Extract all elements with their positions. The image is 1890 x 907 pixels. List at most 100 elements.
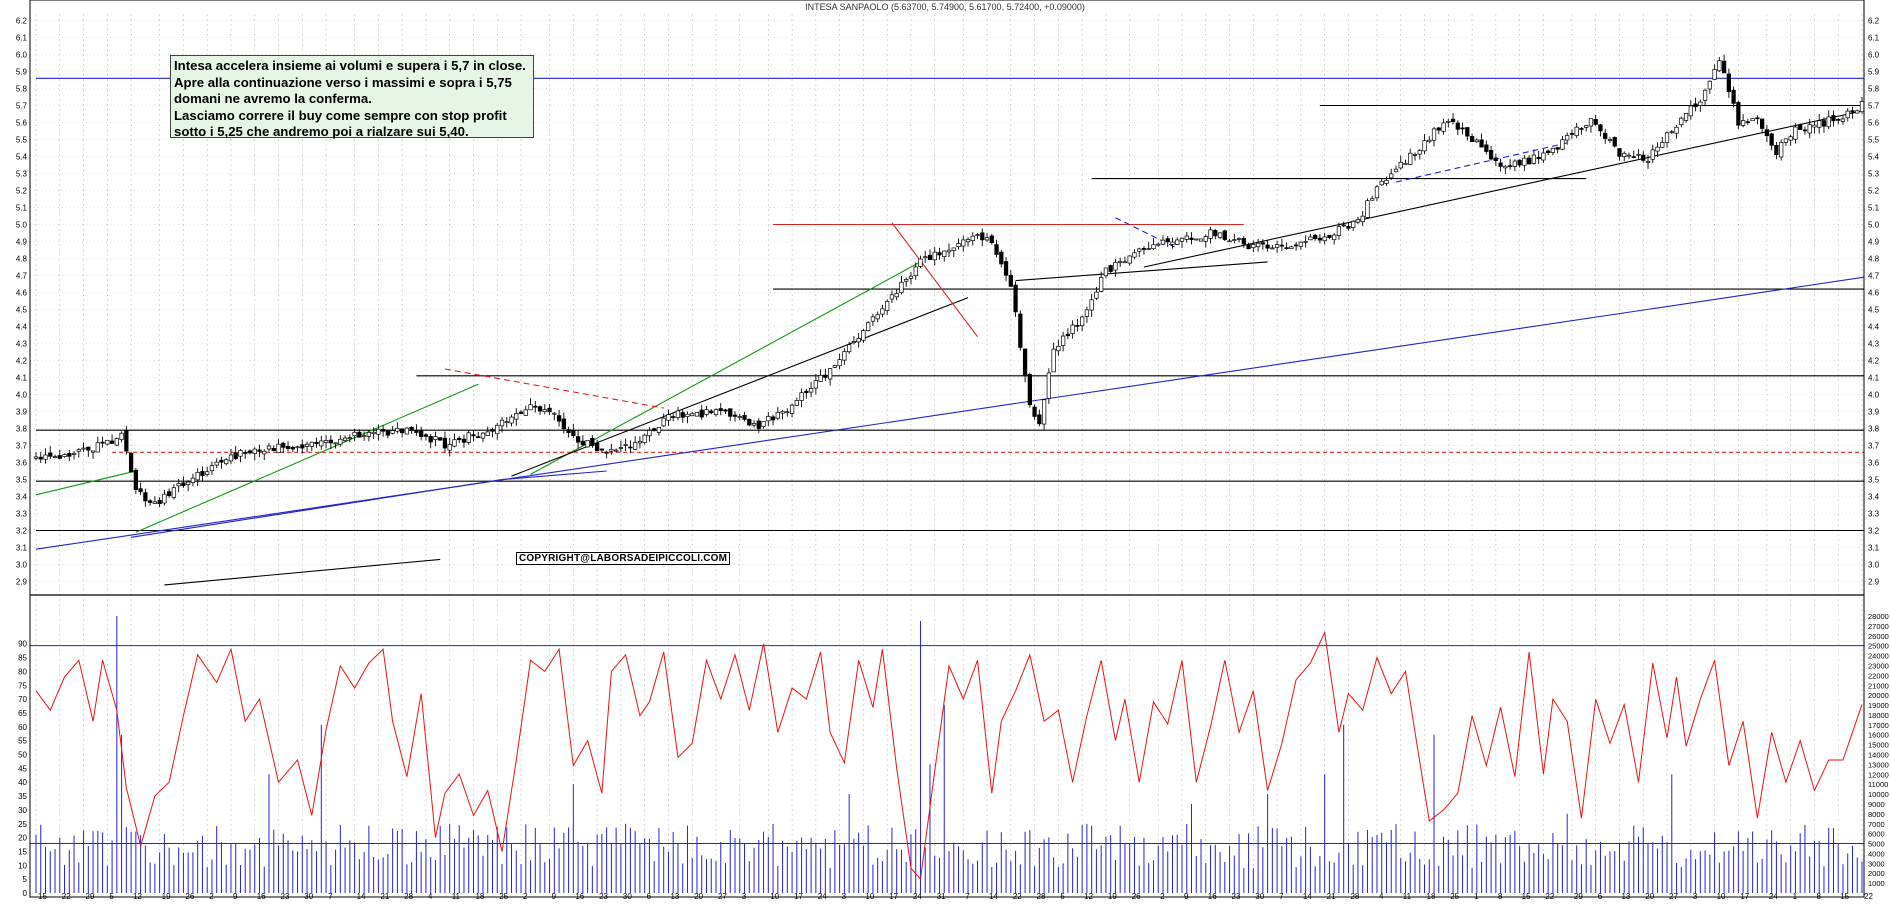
candle-body bbox=[414, 430, 419, 433]
candle-body bbox=[851, 340, 857, 344]
y-tick-label-right: 5.2 bbox=[1868, 187, 1880, 196]
candle-body bbox=[442, 437, 448, 449]
candle-body bbox=[314, 441, 319, 445]
candle-body bbox=[827, 368, 833, 380]
volume-tick-label: 1000 bbox=[1868, 879, 1885, 888]
y-tick-label-left: 3.9 bbox=[16, 408, 28, 417]
trend-line bbox=[131, 478, 503, 538]
candle-body bbox=[609, 448, 614, 452]
candle-body bbox=[1398, 161, 1403, 169]
candle-body bbox=[780, 411, 785, 414]
x-tick-label: 9 bbox=[1184, 892, 1189, 901]
x-tick-label: 21 bbox=[1327, 892, 1336, 901]
candle-body bbox=[1750, 118, 1755, 122]
candle-body bbox=[1693, 103, 1698, 108]
candle-body bbox=[1222, 230, 1227, 240]
candle-body bbox=[866, 322, 871, 331]
candle-body bbox=[1122, 261, 1128, 264]
candle-body bbox=[1270, 247, 1275, 250]
y-tick-label-right: 5.4 bbox=[1868, 153, 1880, 162]
candle-body bbox=[1702, 89, 1708, 101]
trend-line bbox=[35, 276, 1865, 550]
y-tick-label-left: 4.5 bbox=[16, 306, 28, 315]
volume-tick-label: 3000 bbox=[1868, 859, 1885, 868]
candle-body bbox=[243, 452, 248, 454]
candle-body bbox=[380, 429, 386, 432]
candle-body bbox=[476, 436, 481, 438]
oscillator-tick-label: 60 bbox=[18, 723, 27, 732]
candle-body bbox=[1617, 148, 1622, 157]
candle-body bbox=[71, 452, 77, 455]
candle-body bbox=[1541, 152, 1546, 161]
x-tick-label: 14 bbox=[1303, 892, 1312, 901]
x-tick-label: 25 bbox=[499, 892, 508, 901]
candle-body bbox=[1569, 133, 1575, 135]
candle-body bbox=[81, 447, 86, 450]
candle-body bbox=[775, 412, 780, 419]
candle-body bbox=[1707, 80, 1712, 90]
candle-body bbox=[1003, 261, 1009, 276]
candle-body bbox=[1493, 157, 1498, 161]
volume-tick-label: 11000 bbox=[1868, 780, 1888, 789]
oscillator-tick-label: 45 bbox=[18, 764, 27, 773]
candle-body bbox=[913, 266, 918, 277]
candle-body bbox=[1274, 244, 1280, 248]
candle-body bbox=[195, 472, 200, 481]
candle-body bbox=[951, 247, 956, 251]
candle-body bbox=[271, 448, 276, 451]
candle-body bbox=[623, 444, 628, 446]
candle-body bbox=[1745, 121, 1751, 124]
candle-body bbox=[889, 294, 895, 300]
x-tick-label: 2 bbox=[1160, 892, 1165, 901]
y-tick-label-left: 5.2 bbox=[16, 187, 28, 196]
trend-line bbox=[135, 383, 479, 533]
candle-body bbox=[1836, 119, 1841, 121]
candle-body bbox=[176, 483, 181, 487]
trend-line bbox=[1015, 261, 1268, 282]
candle-body bbox=[599, 448, 605, 451]
y-tick-label-right: 4.2 bbox=[1868, 357, 1880, 366]
y-tick-label-right: 6.2 bbox=[1868, 17, 1880, 26]
candle-body bbox=[823, 374, 828, 378]
candle-body bbox=[1793, 126, 1798, 140]
candle-body bbox=[594, 442, 600, 452]
candle-body bbox=[371, 431, 376, 435]
candle-body bbox=[304, 443, 310, 447]
candle-body bbox=[1389, 173, 1394, 179]
candle-body bbox=[808, 388, 814, 393]
candle-body bbox=[152, 501, 158, 504]
candle-body bbox=[1279, 244, 1284, 247]
trend-line bbox=[1395, 142, 1568, 183]
volume-tick-label: 19000 bbox=[1868, 701, 1889, 710]
candle-body bbox=[675, 410, 681, 418]
candle-body bbox=[1840, 118, 1846, 122]
candle-body bbox=[376, 428, 381, 435]
candle-body bbox=[1469, 136, 1475, 142]
y-tick-label-right: 2.9 bbox=[1868, 578, 1880, 587]
y-tick-label-right: 4.0 bbox=[1868, 391, 1880, 400]
note-line: Lasciamo correre il buy come sempre con … bbox=[174, 107, 507, 123]
x-tick-label: 20 bbox=[694, 892, 703, 901]
x-tick-label: 16 bbox=[1208, 892, 1217, 901]
candle-body bbox=[238, 450, 243, 457]
oscillator-tick-label: 70 bbox=[18, 695, 27, 704]
x-tick-label: 7 bbox=[965, 892, 970, 901]
candle-body bbox=[880, 308, 885, 315]
candle-body bbox=[1455, 122, 1460, 130]
x-tick-label: 1 bbox=[1793, 892, 1798, 901]
x-tick-label: 15 bbox=[38, 892, 47, 901]
candle-body bbox=[1626, 154, 1632, 157]
candle-body bbox=[1817, 120, 1822, 128]
volume-tick-label: 12000 bbox=[1868, 770, 1889, 779]
candle-body bbox=[338, 438, 343, 445]
candle-body bbox=[1431, 128, 1437, 141]
candle-body bbox=[918, 258, 923, 267]
volume-tick-label: 10000 bbox=[1868, 790, 1889, 799]
candle-body bbox=[1507, 165, 1513, 168]
x-tick-label: 15 bbox=[1522, 892, 1531, 901]
y-tick-label-right: 4.7 bbox=[1868, 272, 1880, 281]
candle-body bbox=[1622, 152, 1627, 157]
candle-body bbox=[1422, 140, 1427, 152]
candle-body bbox=[980, 232, 985, 241]
candle-body bbox=[542, 409, 547, 413]
